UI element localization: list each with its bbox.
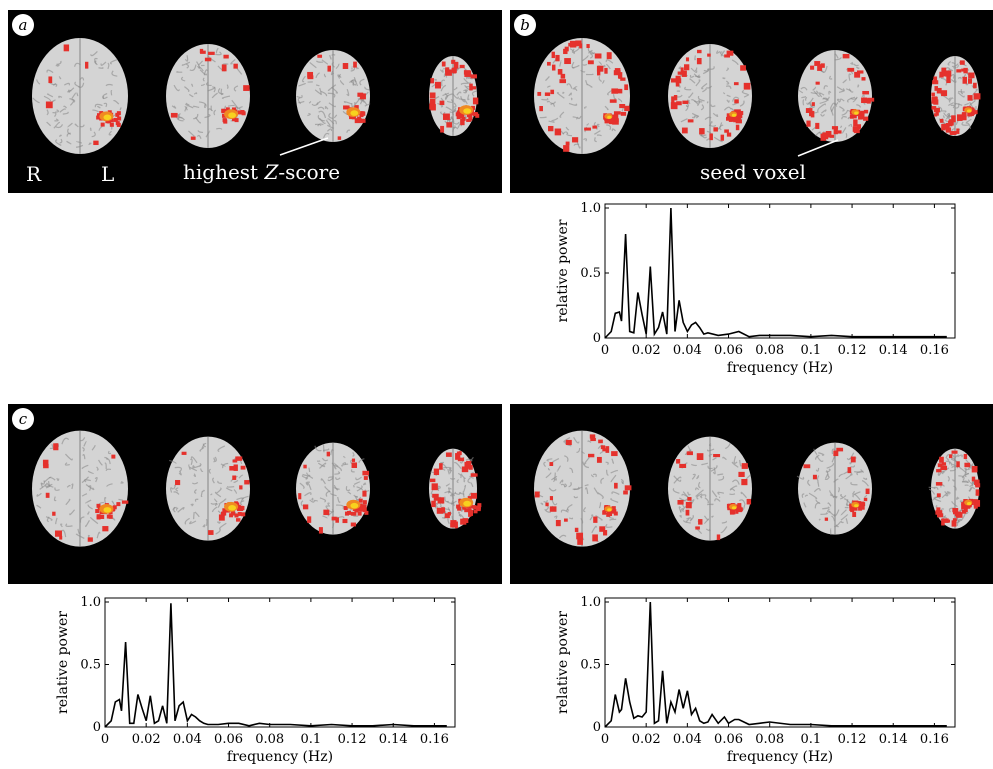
x-tick-label: 0.16 [920, 343, 949, 358]
x-tick-label: 0.04 [173, 732, 202, 747]
y-axis-label: relative power [55, 611, 71, 714]
x-tick-label: 0.06 [714, 343, 743, 358]
panel-label-a: a [12, 14, 34, 36]
brain-slice [32, 38, 128, 155]
y-tick-label: 0.5 [80, 658, 101, 673]
x-tick-label: 0.14 [879, 343, 908, 358]
panel-c-brain-slices: c [8, 404, 502, 584]
annotation-pointer-a [279, 137, 329, 156]
x-tick-label: 0.1 [801, 343, 822, 358]
brain-slice [166, 436, 250, 541]
x-tick-label: 0 [601, 343, 609, 358]
power-spectrum-chart-c: 0 0.02 0.04 0.06 0.08 0.1 0.12 0.14 0.16 0 0.5 1.0 f… [55, 595, 456, 765]
brain-slice [796, 442, 872, 535]
x-tick-label: 0.08 [755, 343, 784, 358]
brain-slice [928, 448, 981, 529]
brain-slice [296, 50, 371, 143]
brain-slices-c [32, 430, 482, 547]
brain-slice [166, 44, 250, 149]
y-tick-label: 0 [593, 331, 601, 346]
plot-frame [604, 203, 956, 339]
plot-frame [604, 597, 956, 728]
x-axis-label: frequency (Hz) [227, 749, 333, 765]
x-tick-label: 0.12 [838, 732, 867, 747]
y-tick-label: 0 [93, 720, 101, 735]
hemisphere-label-left: L [101, 162, 115, 186]
annotation-seed-voxel: seed voxel [700, 160, 806, 184]
x-tick-label: 0 [101, 732, 109, 747]
x-tick-label: 0.04 [673, 732, 702, 747]
x-axis-label: frequency (Hz) [727, 749, 833, 765]
x-axis-label: frequency (Hz) [727, 360, 833, 376]
y-tick-label: 1.0 [80, 595, 101, 610]
panel-d-brain-slices [510, 404, 993, 584]
annotation-highest-z-score: highest Z-score [183, 160, 341, 184]
brain-slice [798, 50, 875, 143]
x-tick-label: 0.1 [301, 732, 322, 747]
plot-frame [104, 597, 456, 728]
power-spectrum-line [604, 601, 947, 728]
brain-slice [931, 56, 981, 137]
x-tick-label: 0.1 [801, 732, 822, 747]
brain-slice [668, 44, 752, 149]
x-tick-label: 0.16 [420, 732, 449, 747]
x-tick-label: 0.12 [838, 343, 867, 358]
x-tick-label: 0.04 [673, 343, 702, 358]
x-tick-label: 0 [601, 732, 609, 747]
brain-slices-d [534, 430, 981, 547]
brain-slice [296, 442, 370, 535]
annotation-pointer-b [797, 139, 839, 157]
brain-slices-a [32, 38, 480, 155]
brain-slices-b [534, 38, 981, 155]
x-tick-label: 0.06 [214, 732, 243, 747]
brain-slice [534, 38, 630, 155]
x-tick-label: 0.02 [632, 732, 661, 747]
brain-slice [32, 430, 129, 547]
x-tick-label: 0.08 [255, 732, 284, 747]
panel-b-brain-slices: b seed voxel [510, 10, 993, 193]
x-tick-label: 0.08 [755, 732, 784, 747]
brain-slice [668, 436, 752, 541]
hemisphere-label-right: R [26, 162, 42, 186]
y-axis-label: relative power [555, 219, 571, 322]
panel-label-c: c [12, 408, 34, 430]
x-tick-label: 0.06 [714, 732, 743, 747]
brain-slice [429, 448, 482, 529]
y-axis-label: relative power [555, 611, 571, 714]
y-tick-label: 1.0 [580, 595, 601, 610]
y-tick-label: 0 [593, 720, 601, 735]
brain-slice [429, 56, 480, 137]
panel-label-b: b [514, 14, 536, 36]
power-spectrum-chart-b: 0 0.02 0.04 0.06 0.08 0.1 0.12 0.14 0.16 0 0.5 1.0 f… [555, 201, 956, 376]
x-tick-label: 0.02 [132, 732, 161, 747]
power-spectrum-chart-d: 0 0.02 0.04 0.06 0.08 0.1 0.12 0.14 0.16 0 0.5 1.0 f… [555, 595, 956, 765]
y-tick-label: 0.5 [580, 658, 601, 673]
x-tick-label: 0.14 [379, 732, 408, 747]
y-tick-label: 1.0 [580, 201, 601, 216]
x-tick-label: 0.16 [920, 732, 949, 747]
panel-a-brain-slices: a R L highest Z-score [8, 10, 502, 193]
brain-slice [534, 430, 632, 547]
power-spectrum-line [104, 603, 447, 728]
x-tick-label: 0.14 [879, 732, 908, 747]
x-tick-label: 0.12 [338, 732, 367, 747]
y-tick-label: 0.5 [580, 266, 601, 281]
x-tick-label: 0.02 [632, 343, 661, 358]
power-spectrum-line [604, 207, 947, 339]
